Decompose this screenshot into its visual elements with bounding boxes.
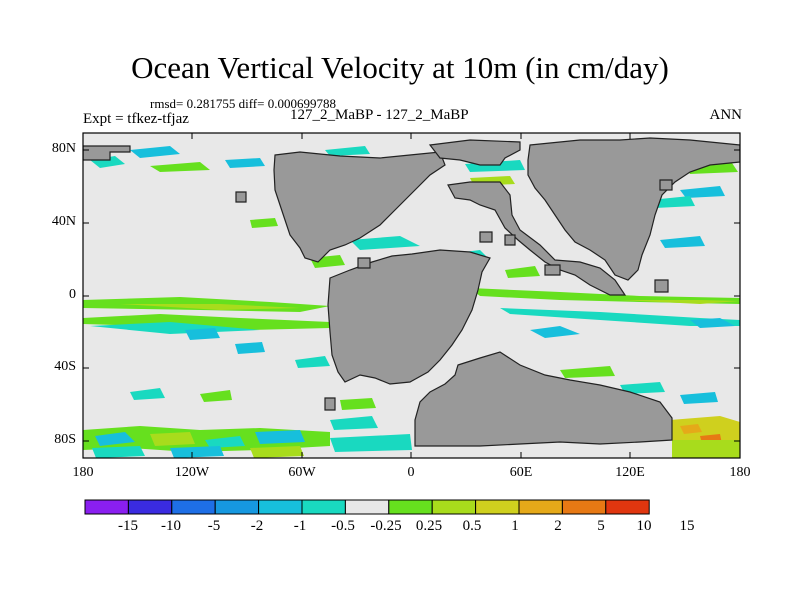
lon-label-180e: 180 (729, 465, 751, 480)
lon-label-0: 0 (407, 465, 415, 480)
lon-label-120e: 120E (615, 465, 645, 480)
land-eurasia-east (527, 137, 740, 281)
colorbar-label: -15 (118, 518, 138, 534)
anomaly-patches (83, 146, 740, 458)
colorbar-swatch (214, 499, 260, 515)
experiment-label: Expt = tfkez-tfjaz (83, 111, 189, 127)
colorbar-swatch (258, 499, 303, 515)
land-greenland-west (83, 145, 131, 161)
land-islands-7 (324, 397, 336, 411)
colorbar-swatch (605, 499, 650, 515)
colorbar-label: 1 (511, 518, 519, 534)
colorbar-label: 2 (554, 518, 562, 534)
colorbar-swatch (475, 499, 520, 515)
stats-text: rmsd= 0.281755 diff= 0.000699788 (150, 96, 336, 111)
colorbar-label: 0.5 (462, 518, 482, 534)
land-australia-antarctic (414, 351, 673, 447)
colorbar-swatch (171, 499, 216, 515)
land-islands-8 (357, 257, 371, 269)
lon-label-120w: 120W (174, 465, 210, 480)
lon-label-60e: 60E (509, 465, 533, 480)
colorbar-label: -0.25 (370, 518, 402, 534)
land-islands-3 (544, 264, 561, 276)
colorbar-label: 5 (597, 518, 605, 534)
colorbar-label: -1 (293, 518, 307, 534)
colorbar-swatch (84, 499, 129, 515)
lon-label-180w: 180 (72, 465, 94, 480)
land-greenland (428, 139, 521, 166)
colorbar-swatch (388, 499, 433, 515)
colorbar-swatch (431, 499, 477, 515)
land-islands-4 (654, 279, 669, 293)
lat-label-40s: 40S (54, 359, 76, 374)
lat-label-0: 0 (69, 287, 76, 302)
land-south-continent (327, 249, 491, 385)
land-masses (83, 137, 740, 447)
colorbar-swatch (344, 499, 390, 515)
land-islands-5 (479, 231, 493, 243)
lat-label-80n: 80N (51, 141, 76, 156)
colorbar-label: -2 (250, 518, 264, 534)
lat-tick-marks (83, 149, 740, 442)
colorbar-swatch (301, 499, 346, 515)
land-islands-2 (504, 234, 516, 246)
colorbar-label: -5 (207, 518, 221, 534)
colorbar-swatch (561, 499, 607, 515)
land-islands-6 (659, 179, 673, 191)
colorbar (84, 499, 650, 515)
colorbar-label: 10 (636, 518, 652, 534)
colorbar-swatch (518, 499, 563, 515)
colorbar-label: 15 (679, 518, 695, 534)
colorbar-label: 0.25 (415, 518, 443, 534)
land-islands-1 (235, 191, 247, 203)
lon-tick-marks (82, 133, 741, 458)
land-north-america (273, 151, 446, 263)
land-eurasia-west (447, 181, 627, 296)
case-label: 127_2_MaBP - 127_2_MaBP (290, 107, 469, 123)
map-title: Ocean Vertical Velocity at 10m (in cm/da… (131, 50, 669, 85)
season-label: ANN (709, 107, 743, 123)
lat-label-40n: 40N (51, 214, 76, 229)
colorbar-swatch (127, 499, 173, 515)
colorbar-label: -0.5 (331, 518, 355, 534)
colorbar-label: -10 (161, 518, 181, 534)
lon-label-60w: 60W (288, 465, 316, 480)
lat-label-80s: 80S (54, 432, 76, 447)
